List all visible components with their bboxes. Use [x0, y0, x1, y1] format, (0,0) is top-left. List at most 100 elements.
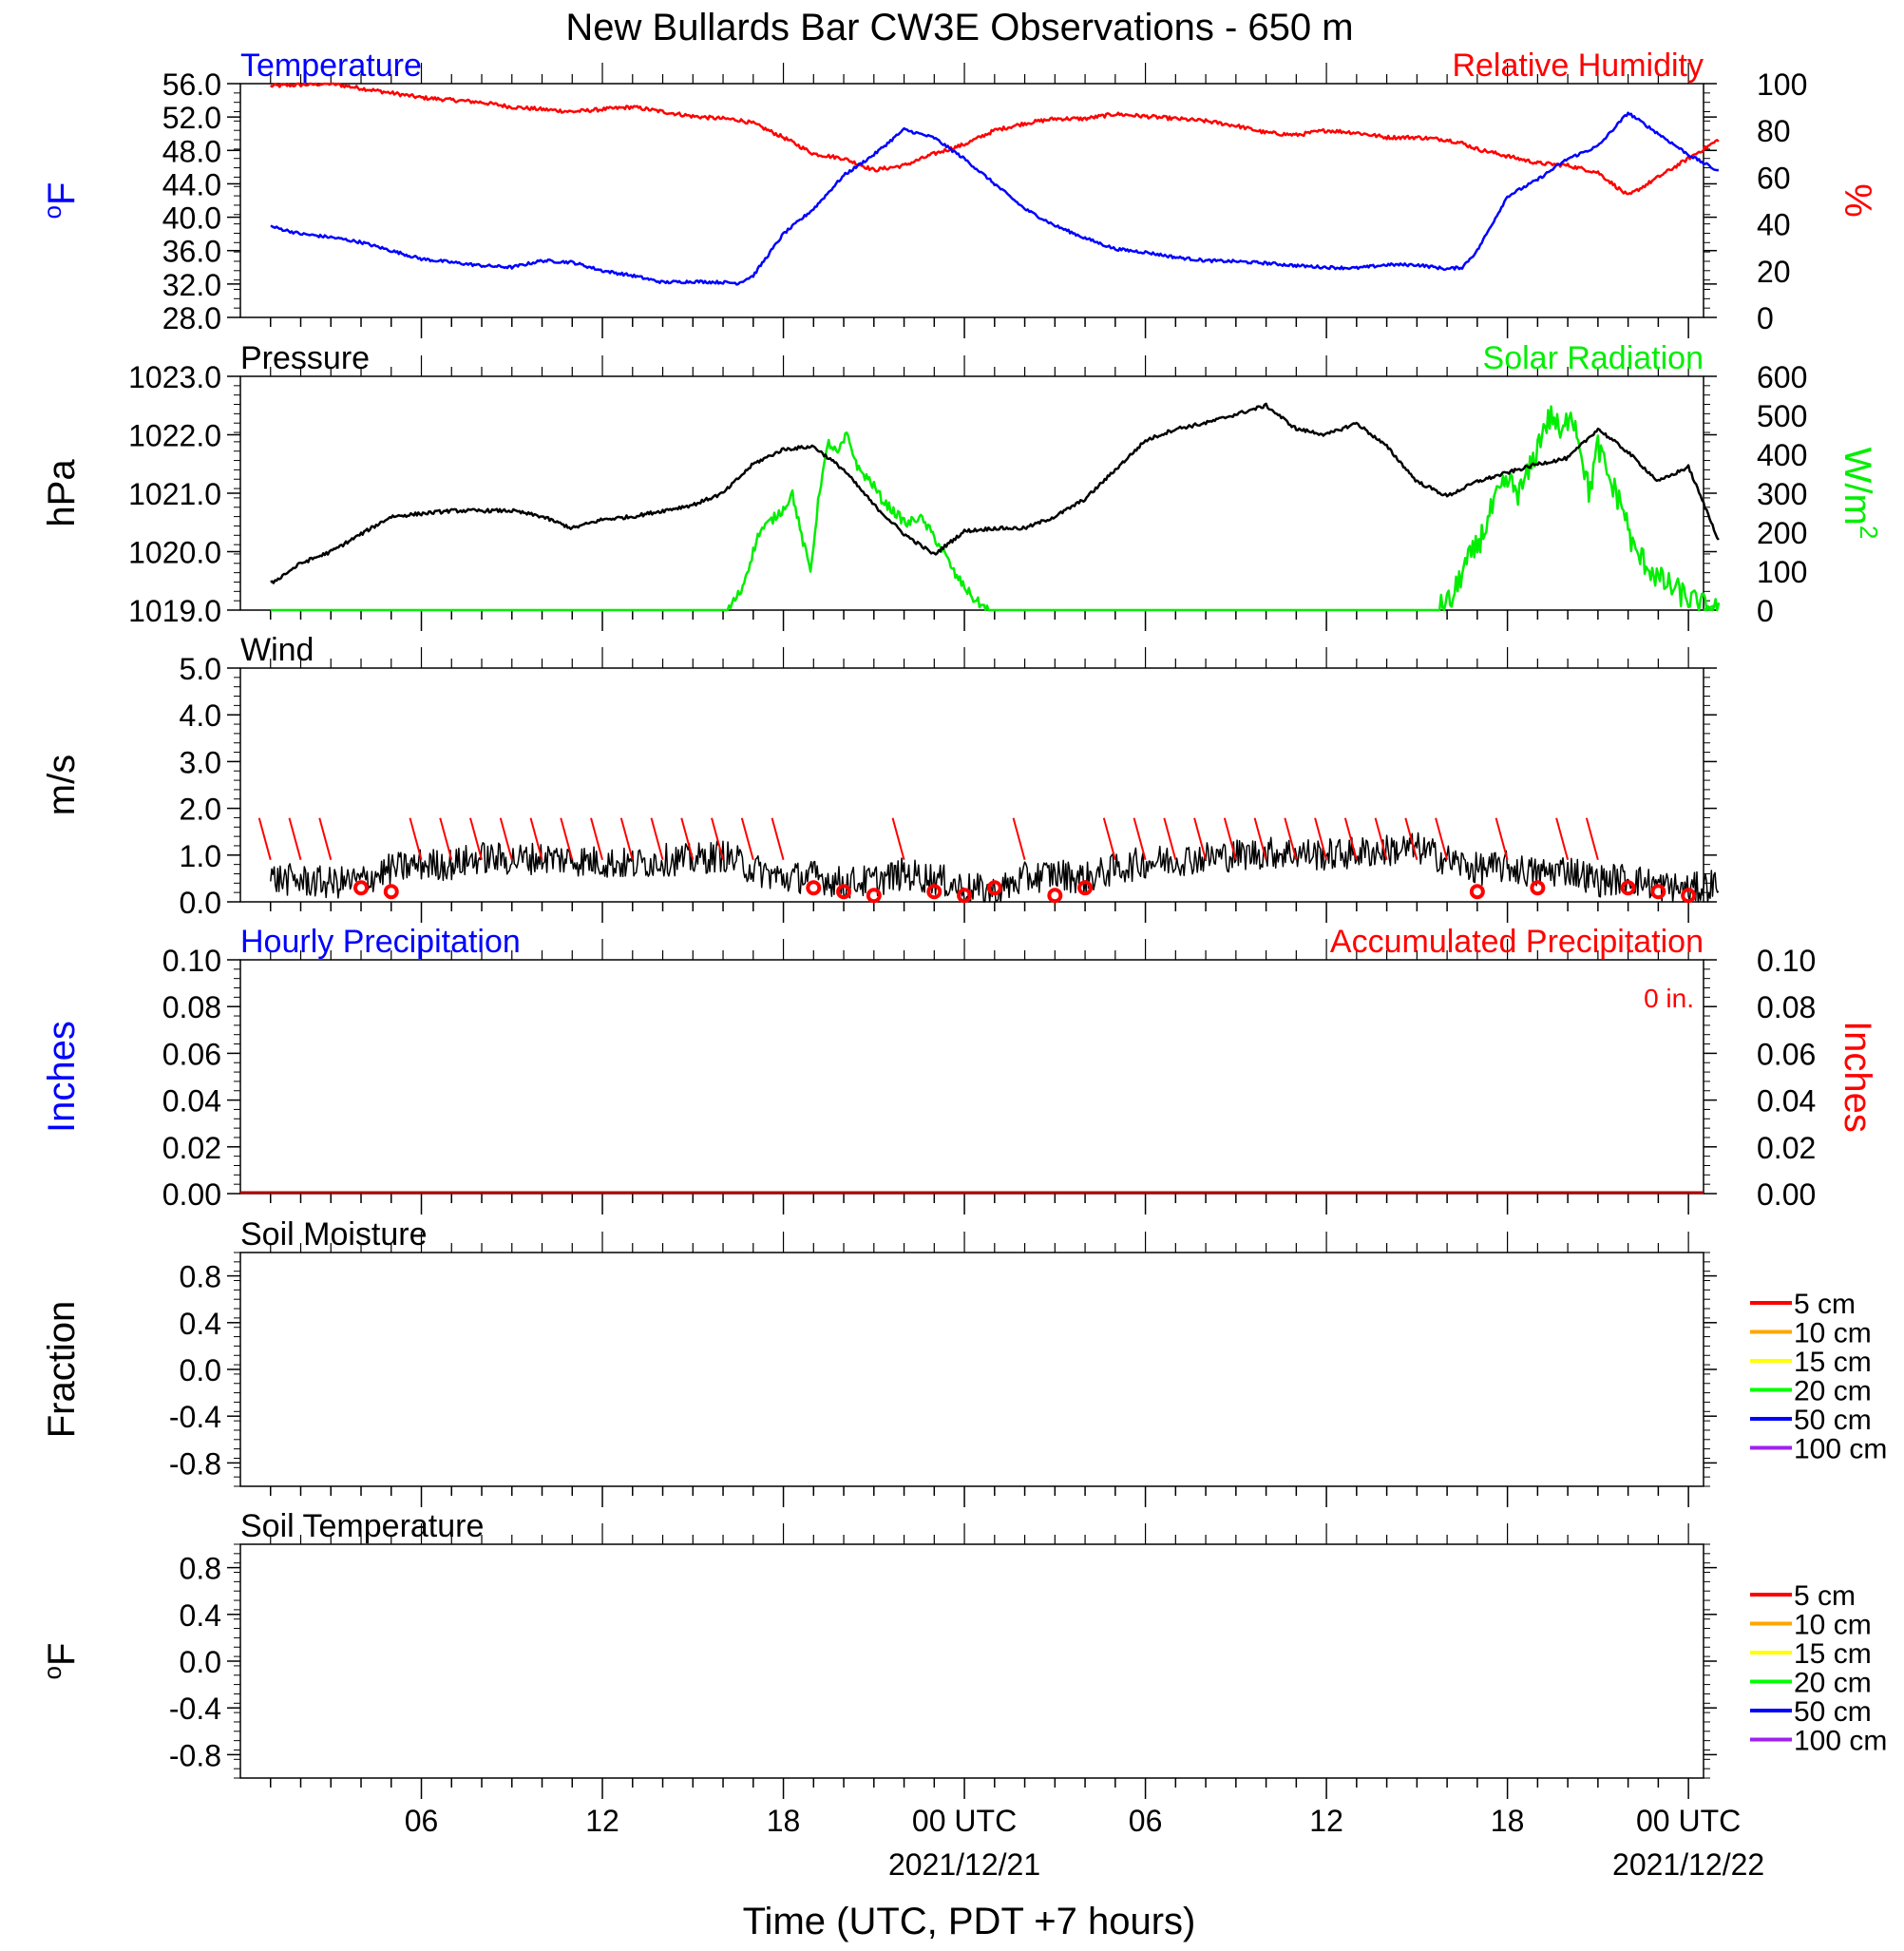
y-right-tick-label: 100 [1757, 67, 1807, 102]
panel-title-right: Accumulated Precipitation [1330, 924, 1704, 960]
wind-barb [288, 817, 302, 860]
wind-calm-marker [926, 884, 942, 900]
y-tick-label: 1023.0 [128, 360, 221, 394]
plot-frame [239, 667, 1704, 903]
y-tick-label: 0.4 [180, 1307, 221, 1341]
legend-label: 5 cm [1794, 1289, 1856, 1320]
wind-barb [1223, 817, 1237, 860]
x-axis-title: Time (UTC, PDT +7 hours) [743, 1901, 1196, 1942]
y-tick-label: 0.0 [180, 1645, 221, 1679]
wind-barb [439, 817, 453, 860]
y-right-tick-label: 0.08 [1757, 990, 1816, 1024]
y-right-tick-label: 300 [1757, 477, 1807, 511]
accum-annotation: 0 in. [1644, 984, 1694, 1013]
x-tick-label: 18 [1491, 1804, 1525, 1838]
x-tick-label: 12 [1309, 1804, 1343, 1838]
y-right-tick-label: 100 [1757, 555, 1807, 589]
legend-label: 15 cm [1794, 1347, 1872, 1378]
wind-barb [711, 817, 725, 860]
y-right-tick-label: 0 [1757, 594, 1774, 628]
plot-frame [239, 83, 1704, 318]
y-tick-label: 0.0 [180, 1353, 221, 1387]
legend-label: 10 cm [1794, 1610, 1872, 1641]
y-axis-title-left: Fraction [41, 1301, 83, 1439]
legend-label: 100 cm [1794, 1434, 1887, 1465]
wind-barb [680, 817, 695, 860]
pressure-line [270, 402, 1720, 584]
y-tick-label: -0.4 [169, 1692, 221, 1726]
plot-frame [239, 1543, 1704, 1779]
panel-temp_rh: 56.052.048.044.040.036.032.028.0 100 80 60 4… [38, 48, 1878, 338]
wind-barb [1012, 817, 1026, 860]
y-tick-label: 0.0 [180, 886, 221, 920]
wind-barb [1314, 817, 1328, 860]
y-right-tick-label: 40 [1757, 208, 1791, 242]
wind-calm-marker [1530, 880, 1546, 896]
y-tick-label: 32.0 [162, 268, 221, 302]
x-tick-label: 06 [1129, 1804, 1163, 1838]
y-axis-title-right: Inches [1837, 1021, 1878, 1133]
y-tick-label: 1022.0 [128, 419, 221, 453]
y-tick-label: 5.0 [180, 652, 221, 686]
temperature-line [270, 111, 1720, 286]
y-tick-label: 52.0 [162, 101, 221, 135]
y-tick-label: 0.8 [180, 1260, 221, 1294]
wind-barb [650, 817, 664, 860]
y-tick-label: 48.0 [162, 134, 221, 168]
wind-barb [257, 817, 272, 860]
wind-barb [529, 817, 543, 860]
panel-wind: 5.0 4.0 3.0 2.0 1.0 0.0 Wind m/s [41, 632, 1720, 923]
wind-barb [619, 817, 634, 860]
y-right-tick-label: 200 [1757, 516, 1807, 550]
panel-title-left: Hourly Precipitation [240, 924, 521, 960]
y-tick-label: 56.0 [162, 67, 221, 102]
plot-frame [239, 1252, 1704, 1487]
y-right-tick-label: 60 [1757, 161, 1791, 195]
wind-calm-marker [836, 884, 852, 900]
wind-barb [771, 817, 785, 860]
wind-speed-line [270, 832, 1720, 903]
y-right-tick-label: 0.04 [1757, 1084, 1816, 1119]
x-date-label: 2021/12/21 [888, 1847, 1040, 1882]
wind-calm-marker [1681, 888, 1697, 904]
wind-barb [1404, 817, 1418, 860]
y-axis-title-right: W/m2 [1837, 448, 1883, 540]
panel-title-left: Soil Temperature [240, 1508, 484, 1544]
y-tick-label: 0.04 [162, 1084, 221, 1119]
panel-title-left: Wind [240, 632, 314, 668]
wind-barb [1133, 817, 1147, 860]
y-tick-label: 0.4 [180, 1598, 221, 1633]
wind-barb [1102, 817, 1116, 860]
y-tick-label: -0.4 [169, 1400, 221, 1434]
legend-label: 10 cm [1794, 1318, 1872, 1349]
y-right-tick-label: 80 [1757, 114, 1791, 148]
y-axis-title-left: Inches [41, 1021, 83, 1133]
y-tick-label: 0.8 [180, 1552, 221, 1586]
legend-label: 100 cm [1794, 1726, 1887, 1757]
y-tick-label: 44.0 [162, 167, 221, 201]
wind-calm-marker [806, 880, 822, 896]
y-right-tick-label: 400 [1757, 438, 1807, 472]
y-tick-label: 0.02 [162, 1131, 221, 1165]
y-tick-label: 36.0 [162, 235, 221, 269]
y-tick-label: 1021.0 [128, 477, 221, 511]
panel-pressure_solar: 1023.0 1022.0 1021.0 1020.0 1019.0 600 500 400 3… [41, 340, 1883, 631]
wind-calm-marker [383, 884, 399, 900]
wind-calm-marker [1650, 884, 1666, 900]
y-right-tick-label: 600 [1757, 360, 1807, 394]
wind-barb [1435, 817, 1449, 860]
wind-calm-marker [1620, 880, 1636, 896]
legend-label: 20 cm [1794, 1376, 1872, 1407]
wind-calm-marker [1469, 884, 1485, 900]
y-tick-label: 0.10 [162, 944, 221, 978]
x-date-label: 2021/12/22 [1612, 1847, 1764, 1882]
wind-barb [1193, 817, 1208, 860]
x-tick-label: 00 UTC [1636, 1804, 1741, 1838]
y-tick-label: 0.00 [162, 1177, 221, 1212]
panel-title-right: Relative Humidity [1452, 48, 1704, 84]
figure-title: New Bullards Bar CW3E Observations - 650… [565, 7, 1353, 48]
legend-label: 20 cm [1794, 1668, 1872, 1699]
wind-barb [409, 817, 423, 860]
legend-label: 50 cm [1794, 1696, 1872, 1728]
